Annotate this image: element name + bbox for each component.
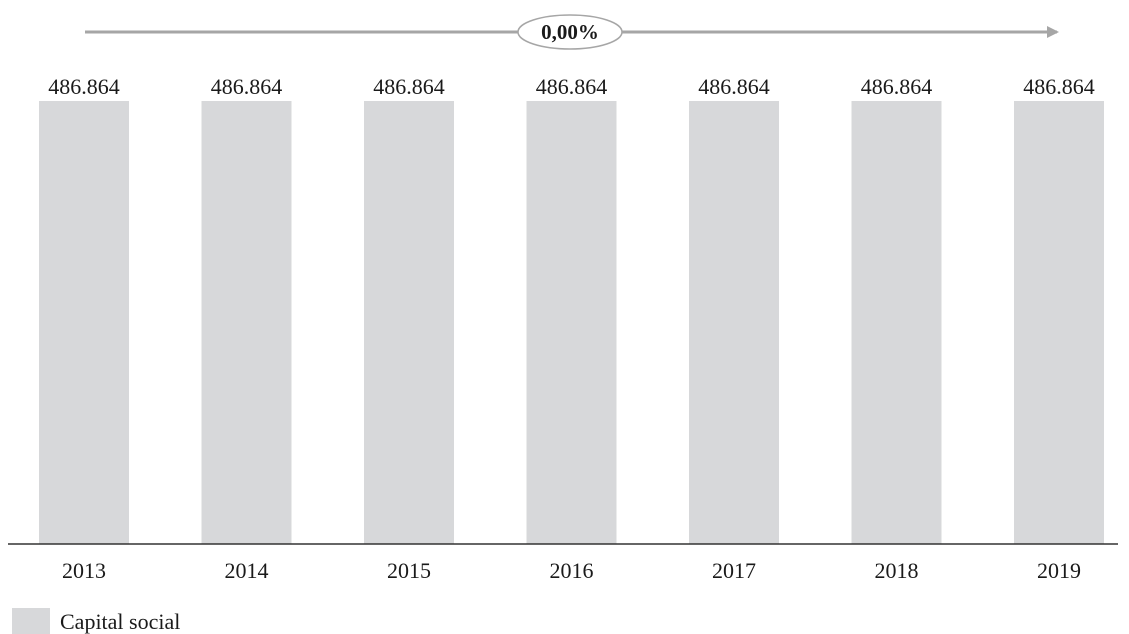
bar-2016 xyxy=(526,101,617,544)
value-label-2015: 486.864 xyxy=(373,74,445,99)
x-tick-label-2015: 2015 xyxy=(387,558,431,583)
x-tick-label-2014: 2014 xyxy=(225,558,269,583)
bar-2017 xyxy=(689,101,779,544)
value-label-2016: 486.864 xyxy=(536,74,608,99)
legend-label: Capital social xyxy=(60,609,180,634)
value-label-2013: 486.864 xyxy=(48,74,120,99)
x-tick-label-2016: 2016 xyxy=(550,558,594,583)
x-tick-label-2013: 2013 xyxy=(62,558,106,583)
legend-swatch xyxy=(12,608,50,634)
growth-ellipse xyxy=(517,14,623,50)
x-tick-label-2019: 2019 xyxy=(1037,558,1081,583)
x-tick-label-2017: 2017 xyxy=(712,558,756,583)
bar-2018 xyxy=(851,101,942,544)
value-labels-group: 486.864 486.864 486.864 486.864 486.864 486.8… xyxy=(48,74,1095,99)
value-label-2014: 486.864 xyxy=(211,74,283,99)
growth-annotation: 0,00% xyxy=(85,14,1059,50)
bars-group xyxy=(39,101,1104,544)
legend: Capital social xyxy=(12,608,180,634)
bar-2014 xyxy=(201,101,292,544)
value-label-2017: 486.864 xyxy=(698,74,770,99)
x-tick-label-2018: 2018 xyxy=(875,558,919,583)
value-label-2019: 486.864 xyxy=(1023,74,1095,99)
value-label-2018: 486.864 xyxy=(861,74,933,99)
bar-2015 xyxy=(364,101,454,544)
x-tick-labels: 2013 2014 2015 2016 2017 2018 2019 xyxy=(62,558,1081,583)
bar-2013 xyxy=(39,101,129,544)
bar-2019 xyxy=(1014,101,1104,544)
growth-percentage-label: 0,00% xyxy=(541,20,599,44)
